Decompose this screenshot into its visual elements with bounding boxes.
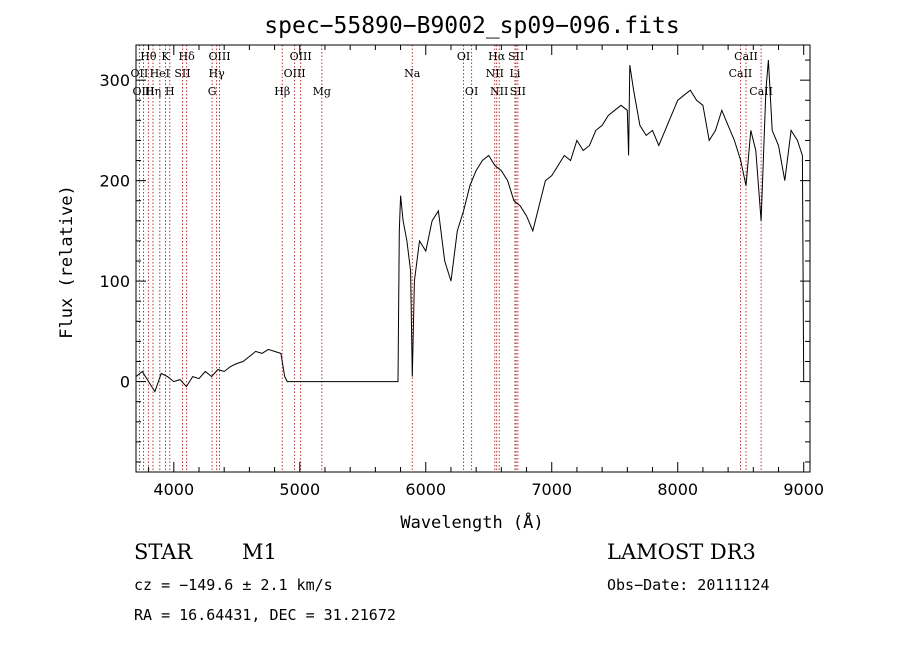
plot-frame — [135, 44, 811, 473]
spectral-line-label: HeI — [150, 67, 170, 80]
object-subclass: M1 — [242, 540, 277, 564]
object-type: STAR — [134, 540, 193, 564]
spectral-line-label: G — [208, 85, 217, 98]
spectral-line-label: Mg — [313, 85, 331, 98]
x-axis-label: Wavelength (Å) — [400, 511, 543, 533]
spectral-line-label: OIII — [208, 50, 230, 63]
x-tick-label: 9000 — [783, 480, 824, 499]
y-tick-label: 300 — [99, 71, 130, 90]
survey-name: LAMOST DR3 — [607, 540, 756, 564]
spectral-line-label: NII — [486, 67, 504, 80]
spectral-line-label: Hα — [488, 50, 506, 63]
spectral-line-label: CaII — [749, 85, 773, 98]
x-tick-label: 7000 — [531, 480, 572, 499]
y-tick-label: 200 — [99, 172, 130, 191]
spectral-line-label: Hδ — [179, 50, 196, 63]
spectral-line-label: SII — [510, 85, 526, 98]
spectrum-line — [136, 60, 805, 393]
x-tick-label: 4000 — [153, 480, 194, 499]
axis-ticks — [136, 45, 810, 472]
coordinates: RA = 16.64431, DEC = 31.21672 — [134, 606, 396, 624]
spectral-line-label: Na — [404, 67, 421, 80]
spectral-line-label: H — [165, 85, 175, 98]
x-tick-label: 5000 — [279, 480, 320, 499]
spectral-line-markers — [138, 45, 762, 472]
spectral-line-label: K — [161, 50, 170, 63]
spectral-line-label: Hη — [145, 85, 161, 98]
chart-title: spec−55890−B9002_sp09−096.fits — [264, 13, 679, 39]
axis-tick-labels: 4000 5000 6000 7000 8000 9000 0 100 200 300 — [99, 71, 824, 499]
spectral-line-label: Hθ — [140, 50, 157, 63]
spectral-line-label: Hβ — [274, 85, 290, 98]
spectral-line-label: CaII — [734, 50, 758, 63]
spectral-line-label: OII — [131, 67, 149, 80]
y-axis-label: Flux (relative) — [57, 185, 77, 339]
x-tick-label: 8000 — [657, 480, 698, 499]
spectral-line-label: Li — [510, 67, 521, 80]
redshift-cz: cz = −149.6 ± 2.1 km/s — [134, 576, 333, 594]
spectral-line-label: OIII — [290, 50, 312, 63]
spectral-line-label: OIII — [133, 85, 155, 98]
spectral-line-label: SII — [508, 50, 524, 63]
x-tick-label: 6000 — [405, 480, 446, 499]
spectral-line-label: NII — [490, 85, 508, 98]
y-tick-label: 100 — [99, 272, 130, 291]
spectral-line-label: Hγ — [209, 67, 226, 80]
observation-date: Obs−Date: 20111124 — [607, 576, 770, 594]
spectral-line-label: CaII — [729, 67, 753, 80]
spectral-line-label: OIII — [284, 67, 306, 80]
spectral-line-label: SII — [174, 67, 190, 80]
spectral-line-label: OI — [457, 50, 470, 63]
y-tick-label: 0 — [120, 373, 130, 392]
spectral-line-label: OI — [465, 85, 478, 98]
